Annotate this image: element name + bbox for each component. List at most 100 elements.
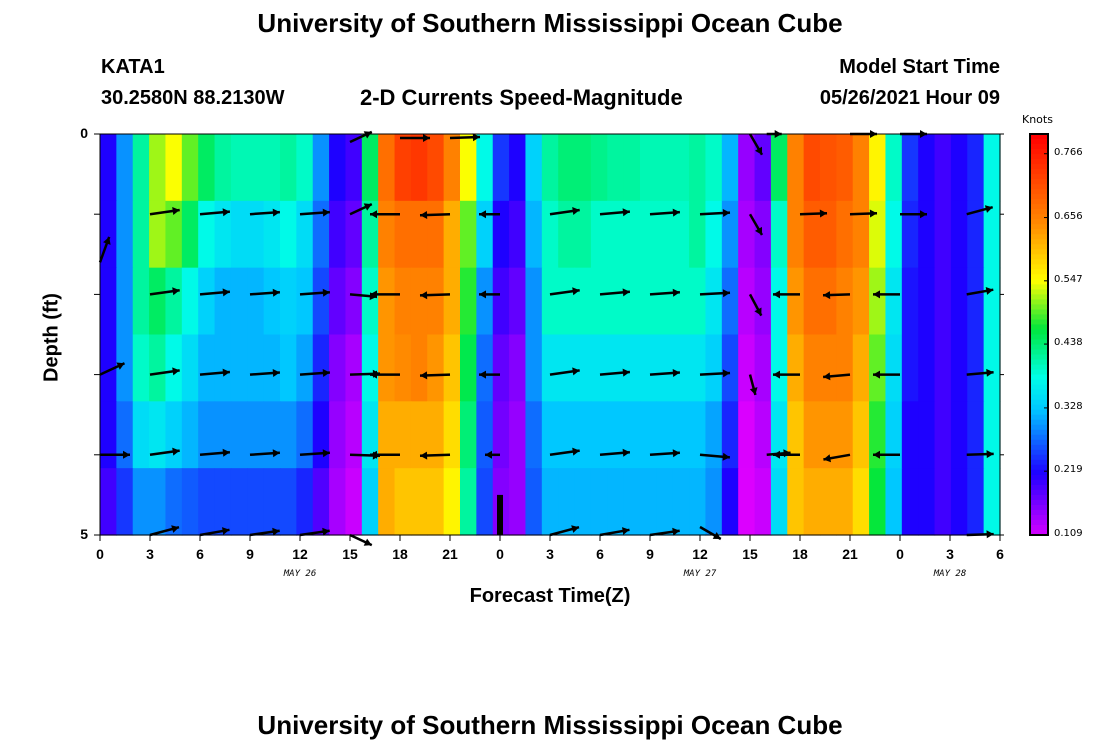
heatmap-cell [181, 334, 199, 402]
heatmap-cell [361, 401, 379, 469]
current-arrow [649, 208, 680, 217]
heatmap-cell [492, 267, 510, 336]
heatmap-cell [443, 468, 461, 536]
heatmap-cell [869, 468, 887, 536]
current-arrow [649, 527, 680, 537]
colorbar-swatch [1030, 144, 1048, 150]
colorbar-tick-label: 0.547 [1054, 273, 1083, 285]
colorbar-swatch [1030, 524, 1048, 531]
colorbar-swatch [1030, 274, 1048, 280]
colorbar-swatch [1030, 234, 1048, 240]
heatmap-cell [329, 134, 347, 202]
heatmap-cell [329, 200, 347, 269]
heatmap-cell [836, 468, 854, 536]
heatmap-cell [820, 267, 837, 336]
heatmap-cell [836, 334, 854, 402]
colorbar-swatch [1030, 159, 1048, 165]
heatmap-cell [198, 334, 216, 402]
heatmap-cell [770, 200, 788, 269]
x-tick-label: 18 [392, 546, 408, 562]
heatmap-cell [247, 334, 265, 402]
heatmap-cell [640, 200, 657, 269]
heatmap-cell [803, 134, 821, 202]
heatmap-cell [198, 134, 216, 202]
heatmap-cell [100, 401, 117, 469]
colorbar-swatch [1030, 149, 1048, 155]
heatmap-cell [574, 200, 592, 269]
colorbar-swatch [1030, 434, 1048, 441]
heatmap-cell [541, 134, 559, 202]
heatmap-cell [149, 134, 167, 202]
colorbar-swatch [1030, 529, 1048, 536]
current-arrow [199, 527, 230, 537]
heatmap-cell [247, 134, 265, 202]
heatmap-cell [345, 401, 363, 469]
heatmap-cell [836, 401, 854, 469]
heatmap-cell [901, 334, 919, 402]
heatmap-cell [738, 134, 756, 202]
heatmap-cell [296, 468, 314, 536]
heatmap-cell [296, 267, 314, 336]
heatmap-cell [280, 267, 297, 336]
colorbar-swatch [1030, 279, 1048, 285]
current-arrow [966, 205, 994, 216]
heatmap-cell [100, 267, 117, 336]
colorbar-swatch [1030, 419, 1048, 426]
heatmap-cell [476, 267, 494, 336]
x-tick-label: 3 [546, 546, 554, 562]
current-arrow [748, 133, 764, 156]
heatmap-cell [852, 134, 870, 202]
heatmap-cell [738, 267, 756, 336]
heatmap-cell [558, 200, 576, 269]
heatmap-cell [983, 401, 1001, 469]
colorbar-swatch [1030, 194, 1048, 200]
current-arrow [599, 527, 630, 537]
heatmap-cell [558, 401, 576, 469]
heatmap-cell [312, 334, 330, 402]
heatmap-cell [460, 468, 477, 536]
heatmap-cell [247, 468, 265, 536]
heatmap-cell [770, 468, 788, 536]
heatmap-cell [181, 468, 199, 536]
heatmap-cell [394, 267, 412, 336]
colorbar-swatch [1030, 349, 1048, 356]
current-arrow [699, 289, 731, 298]
heatmap-cell [509, 134, 527, 202]
heatmap-cell [443, 401, 461, 469]
heatmap-cell [280, 334, 297, 402]
heatmap-cell [967, 401, 985, 469]
heatmap-cell [460, 200, 477, 269]
heatmap-cell [116, 468, 134, 536]
heatmap-cell [640, 267, 657, 336]
colorbar-swatch [1030, 489, 1048, 496]
heatmap-cell [885, 134, 903, 202]
colorbar-tick-label: 0.656 [1054, 210, 1083, 222]
heatmap-cell [214, 468, 232, 536]
heatmap-cell [607, 267, 625, 336]
current-arrow [599, 288, 631, 297]
chart-title: 2-D Currents Speed-Magnitude [360, 85, 683, 110]
heatmap-cell [198, 200, 216, 269]
heatmap-cell [525, 267, 543, 336]
heatmap-cell [541, 401, 559, 469]
heatmap-cell [410, 334, 428, 402]
colorbar-swatch [1030, 329, 1048, 336]
heatmap-cell [754, 401, 772, 469]
current-arrow [299, 288, 330, 297]
heatmap-cell [656, 401, 674, 469]
heatmap-cell [754, 267, 772, 336]
heatmap-cell [427, 468, 445, 536]
heatmap-cell [689, 134, 707, 202]
heatmap-cell [427, 134, 445, 202]
x-tick-label: 9 [246, 546, 254, 562]
heatmap-cell [738, 334, 756, 402]
heatmap-cell [394, 134, 412, 202]
heatmap-cell [607, 468, 625, 536]
heatmap-cell [100, 468, 117, 536]
current-arrow [699, 452, 731, 461]
heatmap-cell [721, 401, 739, 469]
x-tick-label: 12 [292, 546, 308, 562]
heatmap-cell [394, 334, 412, 402]
current-arrow [98, 236, 111, 263]
current-arrow [299, 369, 330, 377]
